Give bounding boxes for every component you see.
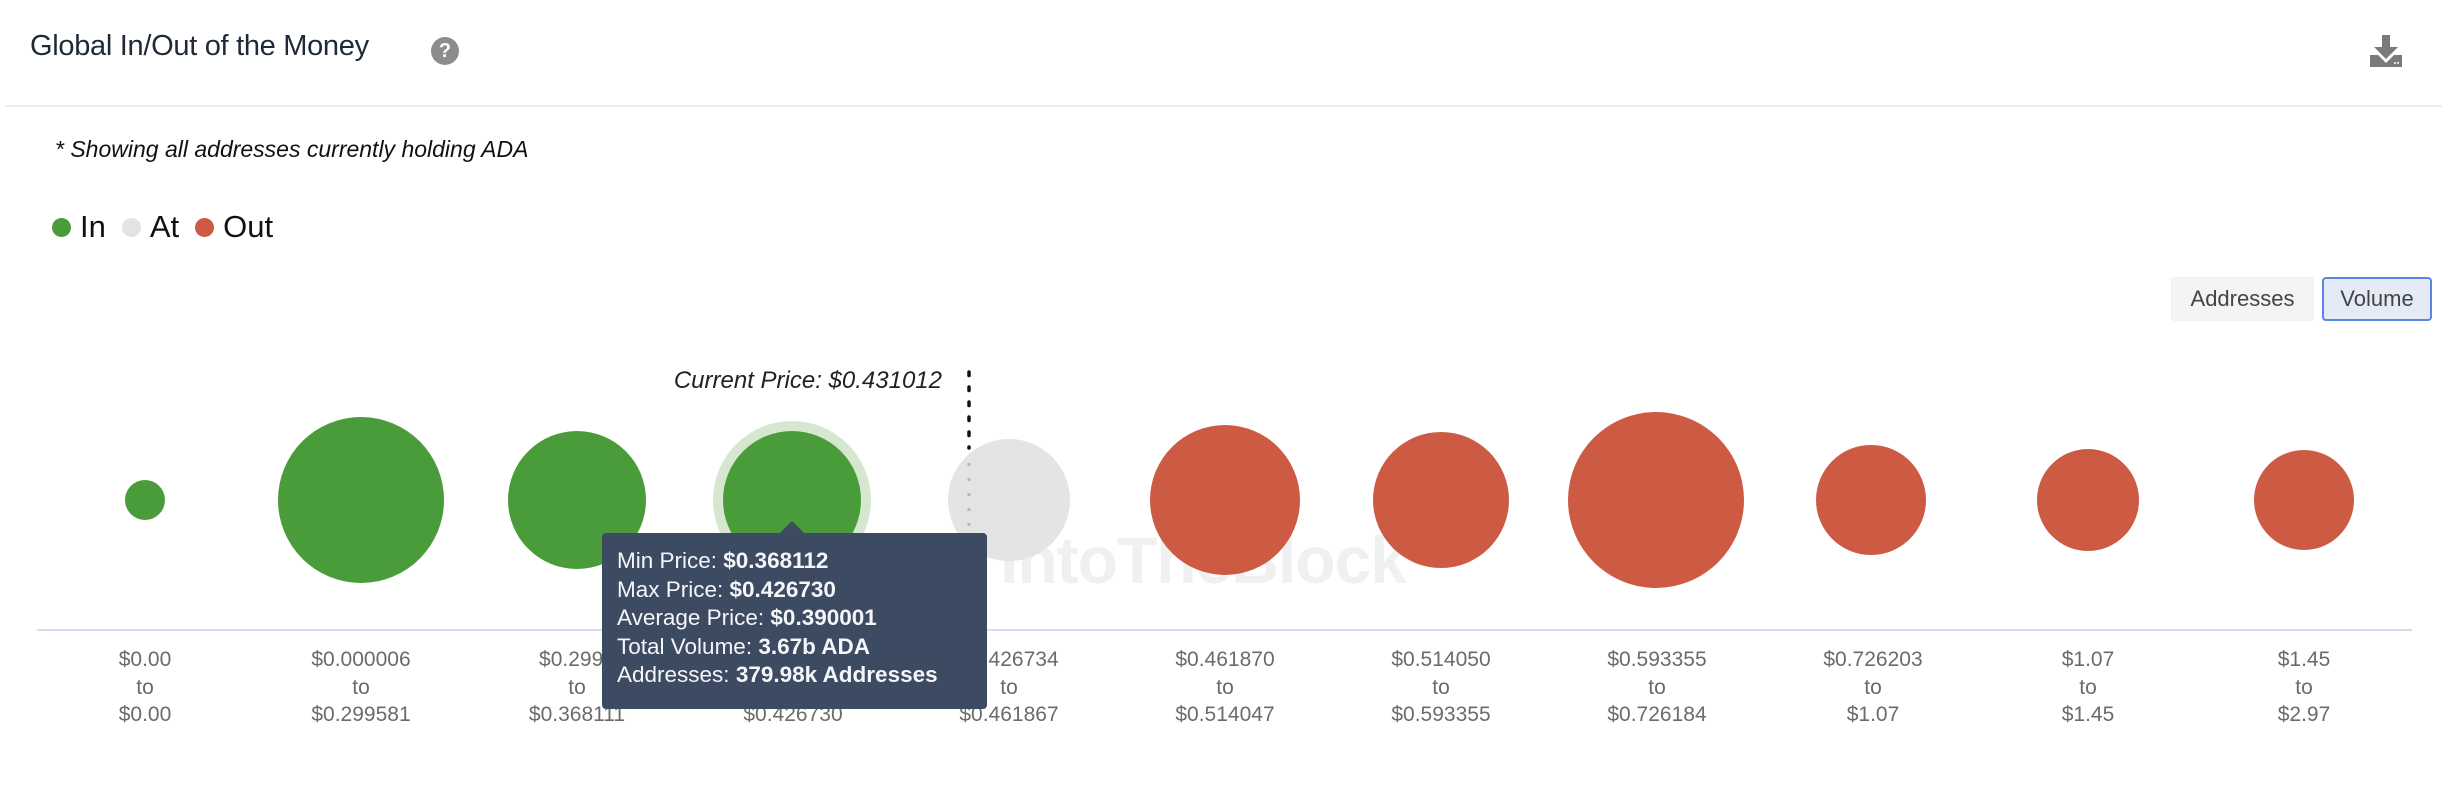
range-to-word: to — [1216, 675, 1234, 699]
help-question-icon[interactable]: ? — [431, 37, 459, 65]
range-from: $0.593355 — [1607, 648, 1707, 671]
tooltip-addresses: Addresses: 379.98k Addresses — [617, 661, 987, 690]
range-from: $0.2995 — [539, 648, 615, 671]
range-from: $0.461870 — [1175, 648, 1275, 671]
tooltip-value: $0.426730 — [729, 576, 836, 602]
range-from: $1.45 — [2277, 648, 2331, 671]
widget-title: Global In/Out of the Money — [30, 30, 369, 62]
tooltip-key: Average Price: — [617, 605, 771, 630]
bubble-at[interactable] — [948, 439, 1070, 561]
tooltip-arrow — [780, 521, 804, 533]
x-axis-label: $0.2995 to $0.368111 — [477, 646, 677, 729]
range-to: $0.593355 — [1391, 703, 1491, 726]
bubble-out-1[interactable] — [1150, 425, 1300, 575]
bubble-out-3[interactable] — [1568, 412, 1744, 588]
legend-item-at[interactable]: At — [121, 209, 180, 245]
volume-toggle-button[interactable]: Volume — [2322, 277, 2432, 321]
range-to-word: to — [568, 675, 586, 699]
range-from: $0.514050 — [1391, 648, 1491, 671]
tooltip-key: Total Volume: — [617, 633, 759, 659]
range-to: $0.726184 — [1607, 703, 1707, 726]
range-to-word: to — [1864, 675, 1882, 699]
legend-label-out: Out — [223, 209, 274, 244]
range-to-word: to — [1432, 675, 1450, 699]
in-dot-icon — [52, 217, 71, 237]
bubble-out-6[interactable] — [2254, 450, 2354, 550]
range-from: $0.000006 — [311, 648, 411, 671]
range-to-word: to — [2079, 675, 2097, 699]
tooltip-min-price: Min Price: $0.368112 — [617, 547, 987, 576]
tooltip-average-price: Average Price: $0.390001 — [617, 604, 987, 633]
range-to-word: to — [1648, 675, 1666, 699]
bubble-in-1[interactable] — [125, 480, 165, 520]
tooltip-value: $0.390001 — [770, 605, 877, 630]
tooltip-value: 379.98k Addresses — [735, 662, 938, 687]
tooltip-key: Max Price: — [617, 576, 730, 602]
bubble-tooltip: Min Price: $0.368112 Max Price: $0.42673… — [602, 533, 987, 709]
x-axis-label: $0.00 to $0.00 — [45, 646, 245, 729]
x-axis-label: $1.45 to $2.97 — [2204, 646, 2404, 729]
range-to: $1.07 — [1846, 703, 1900, 726]
legend-item-out[interactable]: Out — [195, 209, 273, 245]
range-from: $1.07 — [2061, 648, 2115, 671]
tooltip-max-price: Max Price: $0.426730 — [617, 576, 987, 605]
x-axis-label: $0.593355 to $0.726184 — [1557, 646, 1757, 729]
legend-label-in: In — [80, 209, 106, 244]
legend-label-at: At — [149, 209, 180, 244]
range-to: $2.97 — [2277, 703, 2331, 726]
x-axis-label: $0.514050 to $0.593355 — [1341, 646, 1541, 729]
range-to-word: to — [136, 675, 154, 699]
range-to: $0.00 — [118, 703, 172, 726]
range-from: $0.726203 — [1823, 648, 1923, 671]
out-dot-icon — [195, 217, 215, 237]
header-divider — [5, 105, 2442, 107]
x-axis-label: $0.461870 to $0.514047 — [1125, 646, 1325, 729]
tooltip-value: 3.67b ADA — [758, 633, 871, 659]
addresses-toggle-button[interactable]: Addresses — [2171, 277, 2314, 321]
range-to-word: to — [1000, 675, 1018, 699]
tooltip-total-volume: Total Volume: 3.67b ADA — [617, 633, 987, 662]
range-to: $1.45 — [2061, 703, 2115, 726]
at-dot-icon — [121, 217, 141, 237]
tooltip-key: Addresses: — [617, 662, 736, 687]
download-icon[interactable] — [2368, 33, 2404, 69]
bubble-out-5[interactable] — [2037, 449, 2139, 551]
current-price-label: Current Price: $0.431012 — [673, 367, 942, 394]
tooltip-key: Min Price: — [617, 548, 724, 573]
tooltip-value: $0.368112 — [723, 548, 829, 573]
legend: In At Out — [52, 207, 289, 247]
range-to-word: to — [2295, 675, 2313, 699]
x-axis-label: $0.726203 to $1.07 — [1773, 646, 1973, 729]
range-to: $0.514047 — [1175, 703, 1275, 726]
x-axis-label: $1.07 to $1.45 — [1988, 646, 2188, 729]
range-to-word: to — [352, 675, 370, 699]
bubble-out-2[interactable] — [1373, 432, 1509, 568]
bubble-out-4[interactable] — [1816, 445, 1926, 555]
legend-item-in[interactable]: In — [52, 209, 106, 245]
subtitle-note: * Showing all addresses currently holdin… — [55, 136, 529, 162]
bubble-in-2[interactable] — [278, 417, 444, 583]
range-to: $0.368111 — [528, 703, 626, 726]
range-from: $0.00 — [118, 648, 172, 671]
range-to: $0.299581 — [311, 703, 411, 726]
x-axis-label: $0.000006 to $0.299581 — [261, 646, 461, 729]
